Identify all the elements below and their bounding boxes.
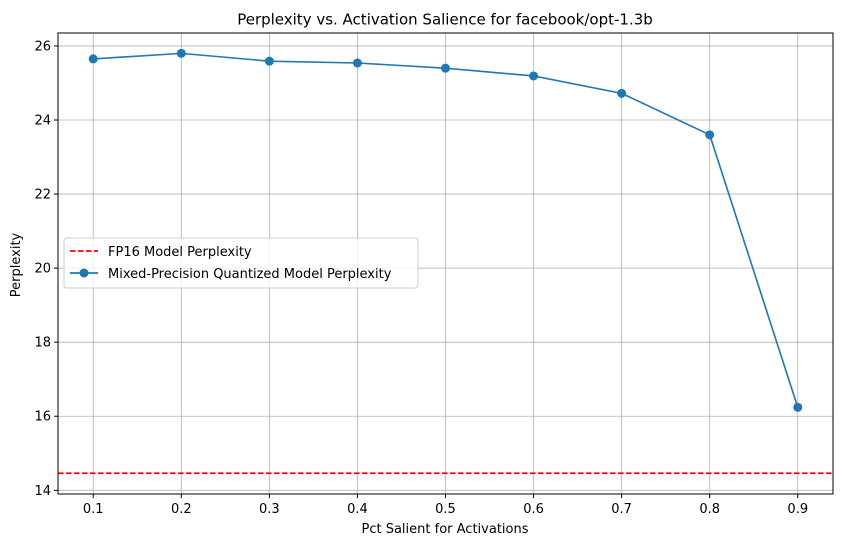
y-axis-label: Perplexity	[9, 232, 24, 297]
data-point	[352, 58, 362, 68]
data-point	[705, 130, 715, 140]
data-point	[176, 48, 186, 58]
chart-title: Perplexity vs. Activation Salience for f…	[237, 11, 653, 29]
data-point	[441, 63, 450, 73]
data-point	[88, 54, 98, 64]
legend-series-marker	[79, 268, 89, 278]
x-axis-label: Pct Salient for Activations	[362, 522, 529, 537]
legend-box	[63, 237, 419, 289]
x-axis: 0.1 0.2 0.3 0.4 0.5 0.6 0.7 0.8 0.9	[83, 494, 808, 517]
data-point	[529, 71, 539, 81]
data-point	[793, 402, 803, 412]
data-point	[617, 88, 627, 98]
x-tick-label: 0.6	[523, 502, 544, 517]
grid	[58, 33, 833, 494]
y-tick-label: 26	[34, 39, 51, 54]
y-tick-label: 24	[34, 114, 51, 129]
series-layer	[88, 48, 803, 412]
y-tick-label: 18	[34, 336, 51, 351]
y-tick-label: 20	[34, 262, 51, 277]
y-tick-label: 16	[34, 410, 51, 425]
y-axis: 14 16 18 20 22 24 26	[34, 39, 58, 499]
x-tick-label: 0.9	[787, 502, 808, 517]
x-tick-label: 0.7	[611, 502, 632, 517]
y-tick-label: 22	[34, 188, 51, 203]
y-tick-label: 14	[34, 484, 51, 499]
legend-series-label: Mixed-Precision Quantized Model Perplexi…	[108, 267, 392, 282]
x-tick-label: 0.1	[83, 502, 104, 517]
legend: FP16 Model Perplexity Mixed-Precision Qu…	[63, 237, 419, 289]
x-tick-label: 0.8	[699, 502, 720, 517]
x-tick-label: 0.5	[435, 502, 456, 517]
legend-ref-label: FP16 Model Perplexity	[108, 245, 252, 260]
x-tick-label: 0.4	[347, 502, 368, 517]
x-tick-label: 0.2	[171, 502, 192, 517]
data-point	[264, 56, 274, 66]
x-tick-label: 0.3	[259, 502, 280, 517]
